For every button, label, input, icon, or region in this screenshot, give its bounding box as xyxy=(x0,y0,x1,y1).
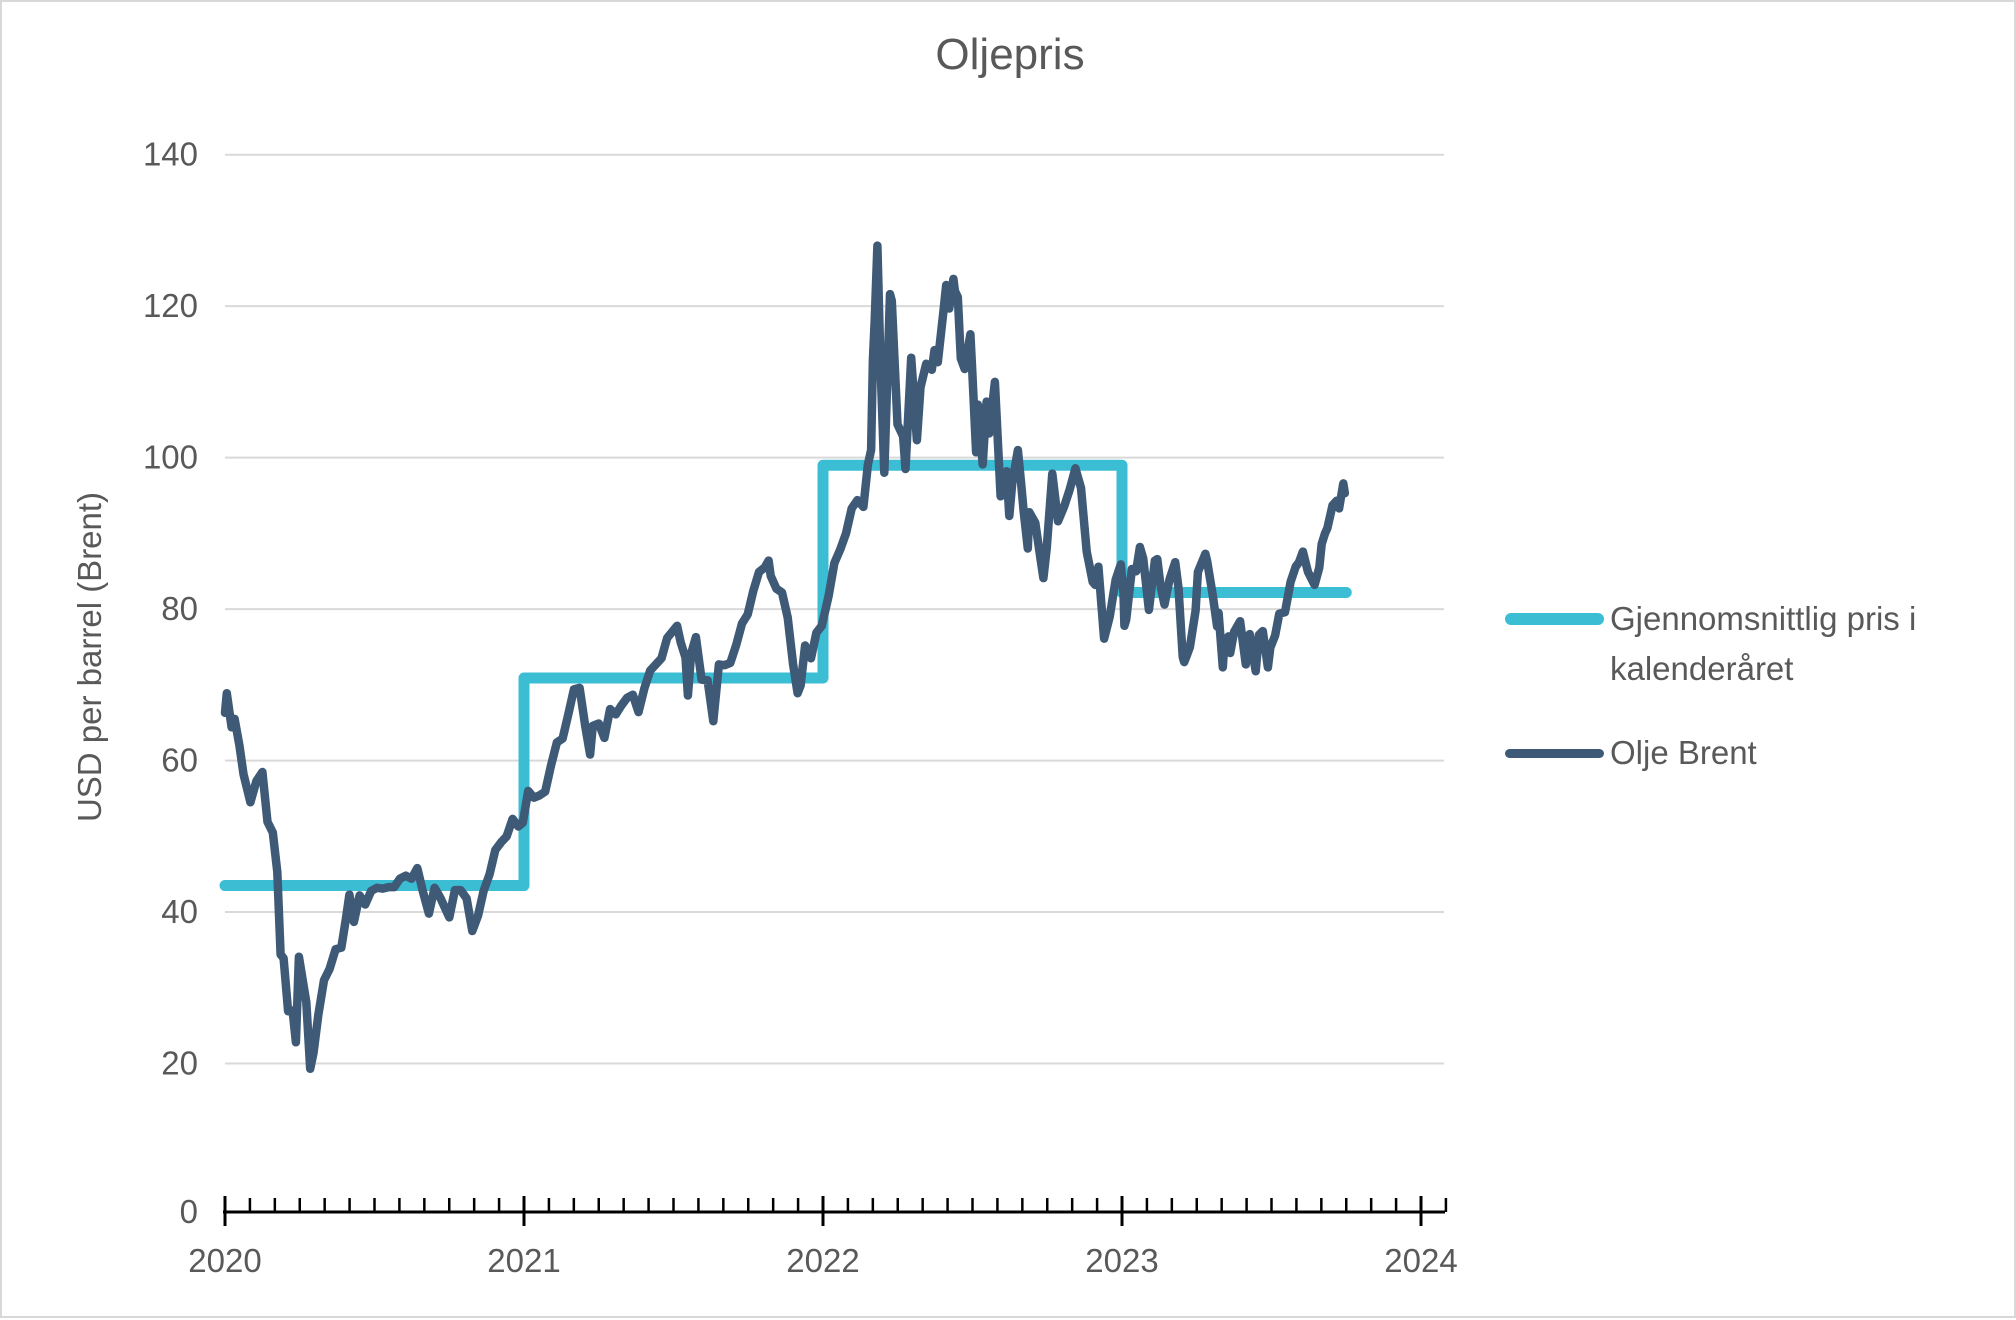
y-tick-label-80: 80 xyxy=(161,590,198,627)
legend-label-brent: Olje Brent xyxy=(1610,734,1757,771)
y-tick-label-140: 140 xyxy=(143,136,198,173)
average-price-line xyxy=(219,459,1352,892)
legend: Gjennomsnittlig pris i kalenderåret Olje… xyxy=(1505,594,1975,778)
x-tick-label-2023: 2023 xyxy=(1085,1242,1158,1279)
legend-label-average: Gjennomsnittlig pris i kalenderåret xyxy=(1610,600,1917,687)
y-tick-label-60: 60 xyxy=(161,742,198,779)
x-tick-label-2020: 2020 xyxy=(188,1242,261,1279)
brent-price-line xyxy=(220,241,1350,1074)
x-tick-label-2024: 2024 xyxy=(1384,1242,1457,1279)
chart-title: Oljepris xyxy=(935,30,1085,79)
y-tick-label-120: 120 xyxy=(143,287,198,324)
x-tick-label-2021: 2021 xyxy=(487,1242,560,1279)
y-tick-label-40: 40 xyxy=(161,893,198,930)
legend-item-average: Gjennomsnittlig pris i kalenderåret xyxy=(1505,594,1975,694)
y-tick-label-20: 20 xyxy=(161,1045,198,1082)
y-tick-label-0: 0 xyxy=(180,1193,198,1230)
x-tick-label-2022: 2022 xyxy=(786,1242,859,1279)
brent-line-swatch xyxy=(1505,749,1604,758)
average-line-swatch xyxy=(1505,613,1604,625)
y-tick-label-100: 100 xyxy=(143,439,198,476)
legend-item-brent: Olje Brent xyxy=(1505,728,1975,778)
